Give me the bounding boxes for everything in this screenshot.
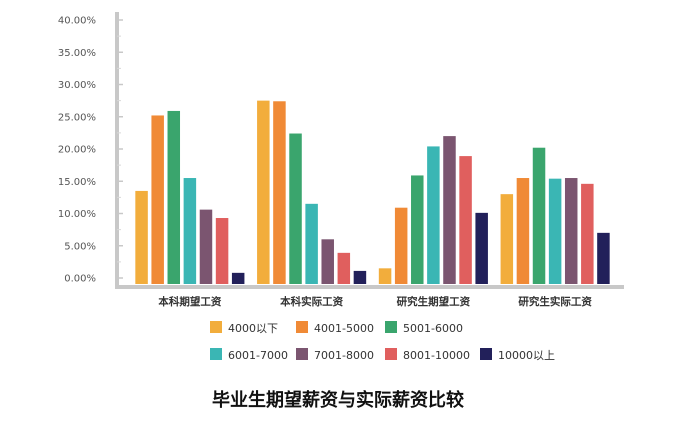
bar (231, 272, 245, 284)
bar (516, 178, 530, 284)
legend-swatch (480, 348, 492, 360)
legend-swatch (385, 321, 397, 333)
legend-swatch (210, 348, 222, 360)
x-category-label: 本科期望工资 (158, 295, 221, 308)
x-category-label: 研究生期望工资 (397, 295, 471, 308)
legend: 4000以下 4001-5000 5001-6000 6001-7000 7001-80… (210, 321, 555, 362)
bar (321, 239, 334, 284)
bar (564, 178, 578, 284)
y-tick-label: 20.00% (58, 145, 96, 156)
legend-label: 10000以上 (498, 349, 555, 362)
bar (289, 133, 302, 284)
legend-label: 7001-8000 (314, 349, 374, 362)
y-tick-label: 30.00% (58, 80, 96, 91)
y-tick-label: 25.00% (58, 112, 96, 123)
bar (151, 115, 164, 285)
bar (532, 147, 546, 284)
bar (443, 136, 456, 284)
bar (500, 194, 514, 284)
bar (183, 178, 197, 284)
y-axis: 0.00% 5.00% 10.00% 15.00% 20.00% 25.00% 30.00%… (58, 12, 123, 287)
bar (475, 212, 488, 284)
bar (597, 232, 610, 284)
bar (305, 203, 318, 284)
legend-swatch (296, 348, 308, 360)
y-tick-label: 0.00% (64, 274, 96, 285)
bar (459, 156, 472, 284)
x-category-label: 本科实际工资 (280, 295, 343, 308)
bar (273, 101, 286, 285)
bars (135, 100, 610, 285)
y-tick-label: 5.00% (64, 241, 96, 252)
legend-swatch (210, 321, 222, 333)
bar (411, 175, 424, 284)
legend-label: 5001-6000 (403, 322, 463, 335)
bar (337, 252, 351, 284)
bar (394, 207, 408, 284)
y-tick-label: 15.00% (58, 177, 96, 188)
bar (135, 190, 148, 284)
y-tick-label: 40.00% (58, 16, 96, 27)
legend-label: 4000以下 (228, 322, 278, 335)
legend-label: 6001-7000 (228, 349, 288, 362)
bar (581, 183, 594, 284)
bar (548, 178, 562, 284)
x-category-label: 研究生实际工资 (518, 295, 592, 308)
bar (353, 270, 367, 284)
legend-label: 8001-10000 (403, 349, 470, 362)
bar (427, 146, 440, 284)
y-tick-label: 10.00% (58, 209, 96, 220)
bar (167, 110, 181, 284)
bar (199, 209, 213, 284)
legend-swatch (385, 348, 397, 360)
legend-label: 4001-5000 (314, 322, 374, 335)
x-axis: 本科期望工资 本科实际工资 研究生期望工资 研究生实际工资 (115, 285, 624, 308)
y-tick-label: 35.00% (58, 48, 96, 59)
bar (378, 268, 392, 284)
legend-swatch (296, 321, 308, 333)
chart-title: 毕业生期望薪资与实际薪资比较 (212, 389, 464, 411)
bar (257, 100, 270, 284)
bar (215, 218, 229, 284)
